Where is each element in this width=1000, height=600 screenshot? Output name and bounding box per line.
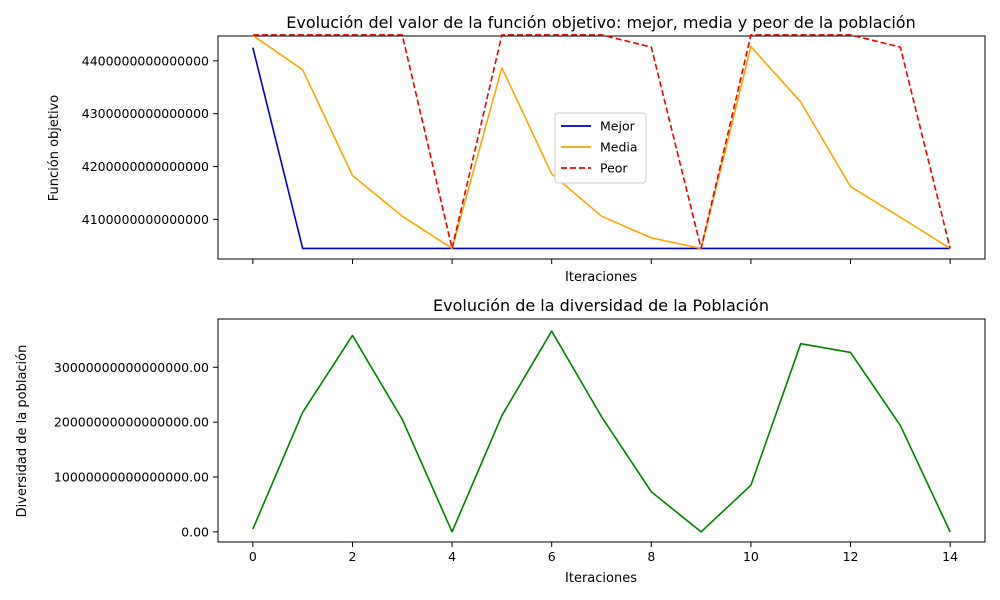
objective-series-media-line xyxy=(252,34,951,250)
legend-label-peor: Peor xyxy=(600,161,628,176)
diversity-series-line-line xyxy=(252,330,951,533)
diversity-x-tick-label: 0 xyxy=(249,549,257,564)
objective-legend: Mejor Media Peor xyxy=(554,112,647,184)
objective-y-tick-label: 4300000000000000 xyxy=(82,106,209,121)
objective-x-axis-label: Iteraciones xyxy=(565,270,637,285)
objective-y-tick-label: 4400000000000000 xyxy=(82,53,209,68)
objective-y-axis-label: Función objetivo xyxy=(47,95,62,202)
diversity-y-tick-label: 20000000000000000.00 xyxy=(54,415,209,430)
diversity-x-ticks: 0 2 4 6 8 10 12 14 xyxy=(249,542,958,564)
objective-chart: Evolución del valor de la función objeti… xyxy=(47,13,986,285)
diversity-x-tick-label: 6 xyxy=(548,549,556,564)
legend-frame xyxy=(554,112,647,184)
diversity-y-tick-label: 30000000000000000.00 xyxy=(54,360,209,375)
diversity-y-tick-label: 0.00 xyxy=(181,524,209,539)
diversity-x-tick-label: 14 xyxy=(942,549,958,564)
objective-chart-title: Evolución del valor de la función objeti… xyxy=(286,13,915,32)
diversity-x-tick-label: 12 xyxy=(843,549,859,564)
diversity-x-tick-label: 10 xyxy=(743,549,759,564)
legend-label-mejor: Mejor xyxy=(600,119,636,134)
objective-series-peor-line xyxy=(252,34,951,250)
diversity-x-tick-label: 2 xyxy=(348,549,356,564)
objective-series-lines xyxy=(252,34,951,250)
objective-plot-area xyxy=(217,35,986,260)
objective-y-tick-label: 4100000000000000 xyxy=(82,212,209,227)
diversity-x-tick-label: 4 xyxy=(448,549,456,564)
objective-y-ticks: 4100000000000000 4200000000000000 43000000… xyxy=(82,53,218,227)
diversity-chart: Evolución de la diversidad de la Poblaci… xyxy=(15,296,986,586)
legend-label-media: Media xyxy=(600,140,638,155)
diversity-y-tick-label: 10000000000000000.00 xyxy=(54,469,209,484)
diversity-y-ticks: 0.00 10000000000000000.00 2000000000000000… xyxy=(54,360,218,539)
diversity-x-axis-label: Iteraciones xyxy=(565,571,637,586)
diversity-plot-area xyxy=(217,318,986,543)
objective-x-ticks xyxy=(252,259,951,264)
diversity-chart-title: Evolución de la diversidad de la Poblaci… xyxy=(433,296,769,315)
diversity-x-tick-label: 8 xyxy=(647,549,655,564)
diversity-y-axis-label: Diversidad de la población xyxy=(15,345,30,518)
objective-series-mejor-line xyxy=(252,47,951,250)
objective-y-tick-label: 4200000000000000 xyxy=(82,159,209,174)
diversity-series-line xyxy=(252,330,951,533)
